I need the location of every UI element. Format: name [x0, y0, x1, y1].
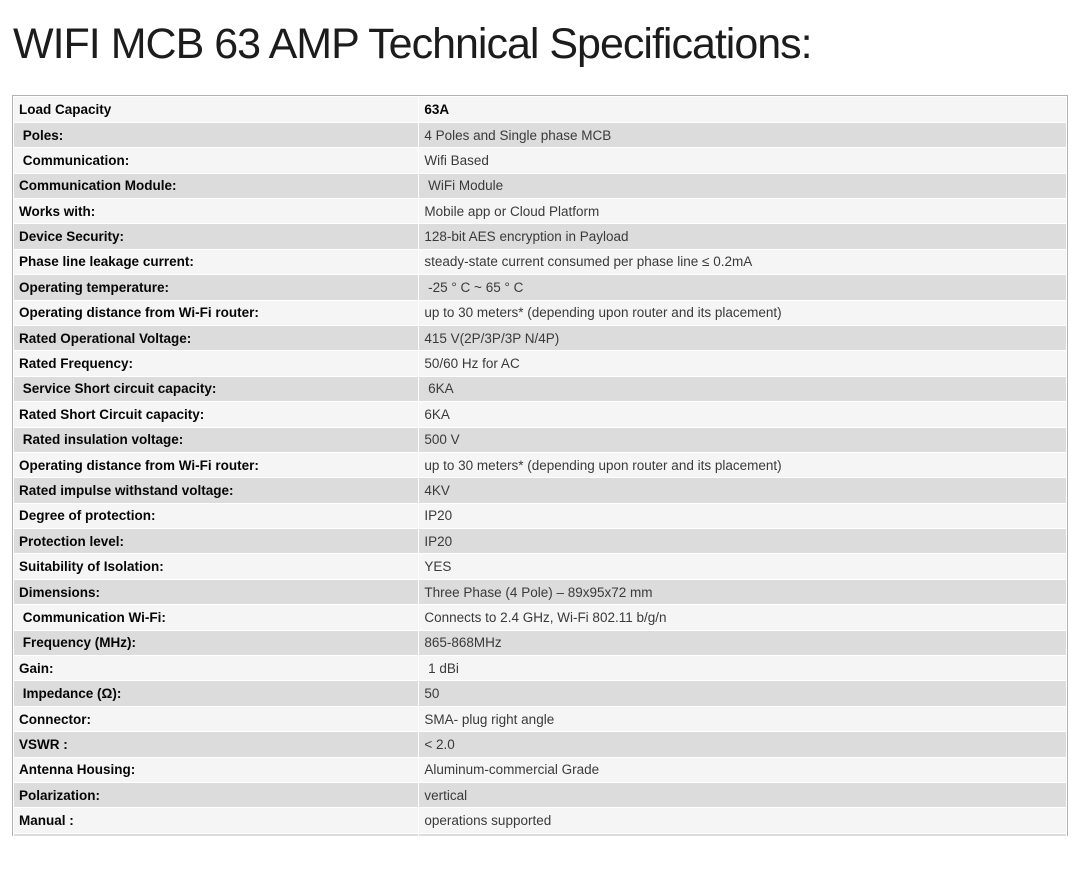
table-row: Dimensions: Three Phase (4 Pole) – 89x95x…	[13, 578, 1067, 606]
table-row: Operating distance from Wi-Fi router: up …	[13, 299, 1067, 326]
spec-value: 6KA	[418, 401, 1067, 428]
spec-value: < 2.0	[418, 731, 1067, 758]
spec-label: Rated Frequency:	[13, 350, 420, 377]
spec-value: vertical	[418, 781, 1067, 809]
spec-value: 4KV	[418, 477, 1067, 504]
spec-value: steady-state current consumed per phase …	[418, 248, 1067, 276]
table-row: Manual : operations supported	[13, 807, 1067, 834]
table-row: Antenna Housing: Aluminum-commercial Grad…	[13, 756, 1067, 783]
spec-label: Load Capacity	[13, 96, 420, 123]
spec-value: 128-bit AES encryption in Payload	[418, 223, 1067, 250]
table-row: Impedance (Ω): 50	[13, 680, 1067, 707]
spec-table: Load Capacity 63A Poles: 4 Poles and Singl…	[13, 96, 1067, 837]
spec-value: Aluminum-commercial Grade	[418, 756, 1067, 783]
table-row: Device Security: 128-bit AES encryption i…	[13, 223, 1067, 250]
spec-table-body: Load Capacity 63A Poles: 4 Poles and Singl…	[13, 96, 1067, 837]
spec-value: IP20	[418, 528, 1067, 555]
table-row: Degree of protection: IP20	[13, 502, 1067, 530]
spec-value: up to 30 meters* (depending upon router …	[418, 451, 1067, 479]
spec-label: Communication Wi-Fi:	[13, 604, 420, 631]
spec-value: 6KA	[418, 375, 1067, 403]
spec-label: Works with:	[13, 197, 420, 225]
table-row: Operating temperature: -25 ° C ~ 65 ° C	[13, 274, 1067, 301]
spec-value: operations supported	[418, 807, 1067, 834]
spec-label: Manual :	[13, 807, 420, 834]
spec-label: Device Security:	[13, 223, 420, 250]
table-row: Service Short circuit capacity: 6KA	[13, 375, 1067, 403]
table-row: VSWR : < 2.0	[13, 731, 1067, 758]
spec-label	[13, 832, 420, 837]
table-row: Rated Operational Voltage: 415 V(2P/3P/3P…	[13, 324, 1067, 352]
table-row: Connector: SMA- plug right angle	[13, 705, 1067, 733]
spec-value: up to 30 meters* (depending upon router …	[418, 299, 1067, 326]
spec-label: Impedance (Ω):	[13, 680, 420, 707]
table-row: Operating distance from Wi-Fi router: up …	[13, 451, 1067, 479]
spec-label: Operating distance from Wi-Fi router:	[13, 299, 420, 326]
spec-value: SMA- plug right angle	[418, 705, 1067, 733]
spec-label: Operating temperature:	[13, 274, 420, 301]
spec-value: Mobile app or Cloud Platform	[418, 197, 1067, 225]
spec-label: Connector:	[13, 705, 420, 733]
spec-label: Polarization:	[13, 781, 420, 809]
table-row: Rated Short Circuit capacity: 6KA	[13, 401, 1067, 428]
spec-label: Rated impulse withstand voltage:	[13, 477, 420, 504]
spec-label: Antenna Housing:	[13, 756, 420, 783]
spec-value: Connects to 2.4 GHz, Wi-Fi 802.11 b/g/n	[418, 604, 1067, 631]
spec-value	[418, 832, 1067, 837]
spec-label: VSWR :	[13, 731, 420, 758]
spec-label: Poles:	[13, 121, 420, 149]
table-row: Poles: 4 Poles and Single phase MCB	[13, 121, 1067, 149]
spec-label: Degree of protection:	[13, 502, 420, 530]
spec-label: Phase line leakage current:	[13, 248, 420, 276]
table-row: Frequency (MHz): 865-868MHz	[13, 629, 1067, 657]
spec-value: WiFi Module	[418, 172, 1067, 200]
spec-value: 63A	[418, 96, 1067, 123]
spec-value: 4 Poles and Single phase MCB	[418, 121, 1067, 149]
spec-value: IP20	[418, 502, 1067, 530]
spec-value: 1 dBi	[418, 655, 1067, 682]
spec-label: Service Short circuit capacity:	[13, 375, 420, 403]
spec-value: Wifi Based	[418, 147, 1067, 174]
spec-label: Communication:	[13, 147, 420, 174]
table-row: Load Capacity 63A	[13, 96, 1067, 123]
table-row: Rated Frequency: 50/60 Hz for AC	[13, 350, 1067, 377]
spec-value: -25 ° C ~ 65 ° C	[418, 274, 1067, 301]
spec-label: Communication Module:	[13, 172, 420, 200]
spec-label: Frequency (MHz):	[13, 629, 420, 657]
table-row: Protection level: IP20	[13, 528, 1067, 555]
table-row: Phase line leakage current: steady-state …	[13, 248, 1067, 276]
spec-label: Protection level:	[13, 528, 420, 555]
table-row: Communication: Wifi Based	[13, 147, 1067, 174]
table-row: Rated insulation voltage: 500 V	[13, 426, 1067, 453]
table-row: Communication Wi-Fi: Connects to 2.4 GHz,…	[13, 604, 1067, 631]
table-row	[13, 832, 1067, 837]
spec-value: 50/60 Hz for AC	[418, 350, 1067, 377]
spec-table-container: Load Capacity 63A Poles: 4 Poles and Singl…	[12, 95, 1068, 837]
table-row: Polarization: vertical	[13, 781, 1067, 809]
spec-value: 50	[418, 680, 1067, 707]
spec-label: Operating distance from Wi-Fi router:	[13, 451, 420, 479]
spec-value: 500 V	[418, 426, 1067, 453]
table-row: Rated impulse withstand voltage: 4KV	[13, 477, 1067, 504]
spec-value: 865-868MHz	[418, 629, 1067, 657]
spec-label: Gain:	[13, 655, 420, 682]
spec-value: YES	[418, 553, 1067, 580]
spec-label: Dimensions:	[13, 578, 420, 606]
spec-label: Rated insulation voltage:	[13, 426, 420, 453]
spec-label: Suitability of Isolation:	[13, 553, 420, 580]
spec-value: 415 V(2P/3P/3P N/4P)	[418, 324, 1067, 352]
table-row: Works with: Mobile app or Cloud Platform	[13, 197, 1067, 225]
spec-value: Three Phase (4 Pole) – 89x95x72 mm	[418, 578, 1067, 606]
page-title: WIFI MCB 63 AMP Technical Specifications…	[13, 20, 813, 68]
spec-label: Rated Operational Voltage:	[13, 324, 420, 352]
table-row: Gain: 1 dBi	[13, 655, 1067, 682]
table-row: Communication Module: WiFi Module	[13, 172, 1067, 200]
table-row: Suitability of Isolation: YES	[13, 553, 1067, 580]
spec-label: Rated Short Circuit capacity:	[13, 401, 420, 428]
